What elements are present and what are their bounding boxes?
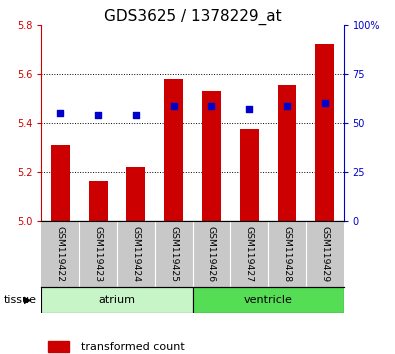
Bar — [41, 287, 192, 313]
Bar — [126, 167, 145, 221]
Bar — [202, 91, 221, 221]
Text: tissue: tissue — [4, 295, 37, 305]
Text: GSM119428: GSM119428 — [282, 227, 292, 282]
Point — [246, 106, 252, 112]
Bar — [164, 79, 183, 221]
Bar — [240, 129, 259, 221]
Text: GSM119429: GSM119429 — [320, 227, 329, 282]
Bar — [89, 181, 107, 221]
Point — [284, 103, 290, 109]
Bar — [51, 145, 70, 221]
Text: ▶: ▶ — [24, 295, 31, 305]
Title: GDS3625 / 1378229_at: GDS3625 / 1378229_at — [104, 8, 281, 25]
Text: GSM119425: GSM119425 — [169, 227, 178, 282]
Point — [208, 103, 214, 109]
Bar — [47, 341, 69, 353]
Text: GSM119424: GSM119424 — [132, 227, 140, 282]
Text: GSM119426: GSM119426 — [207, 227, 216, 282]
Point — [322, 101, 328, 106]
Point — [133, 112, 139, 118]
Bar — [278, 85, 296, 221]
Text: ventricle: ventricle — [244, 295, 293, 305]
Text: GSM119423: GSM119423 — [94, 227, 103, 282]
Point — [171, 103, 177, 109]
Point — [95, 112, 101, 118]
Bar — [192, 287, 344, 313]
Text: GSM119422: GSM119422 — [56, 227, 65, 282]
Point — [57, 110, 64, 116]
Text: atrium: atrium — [98, 295, 135, 305]
Bar — [315, 45, 334, 221]
Text: transformed count: transformed count — [81, 342, 185, 352]
Text: GSM119427: GSM119427 — [245, 227, 254, 282]
